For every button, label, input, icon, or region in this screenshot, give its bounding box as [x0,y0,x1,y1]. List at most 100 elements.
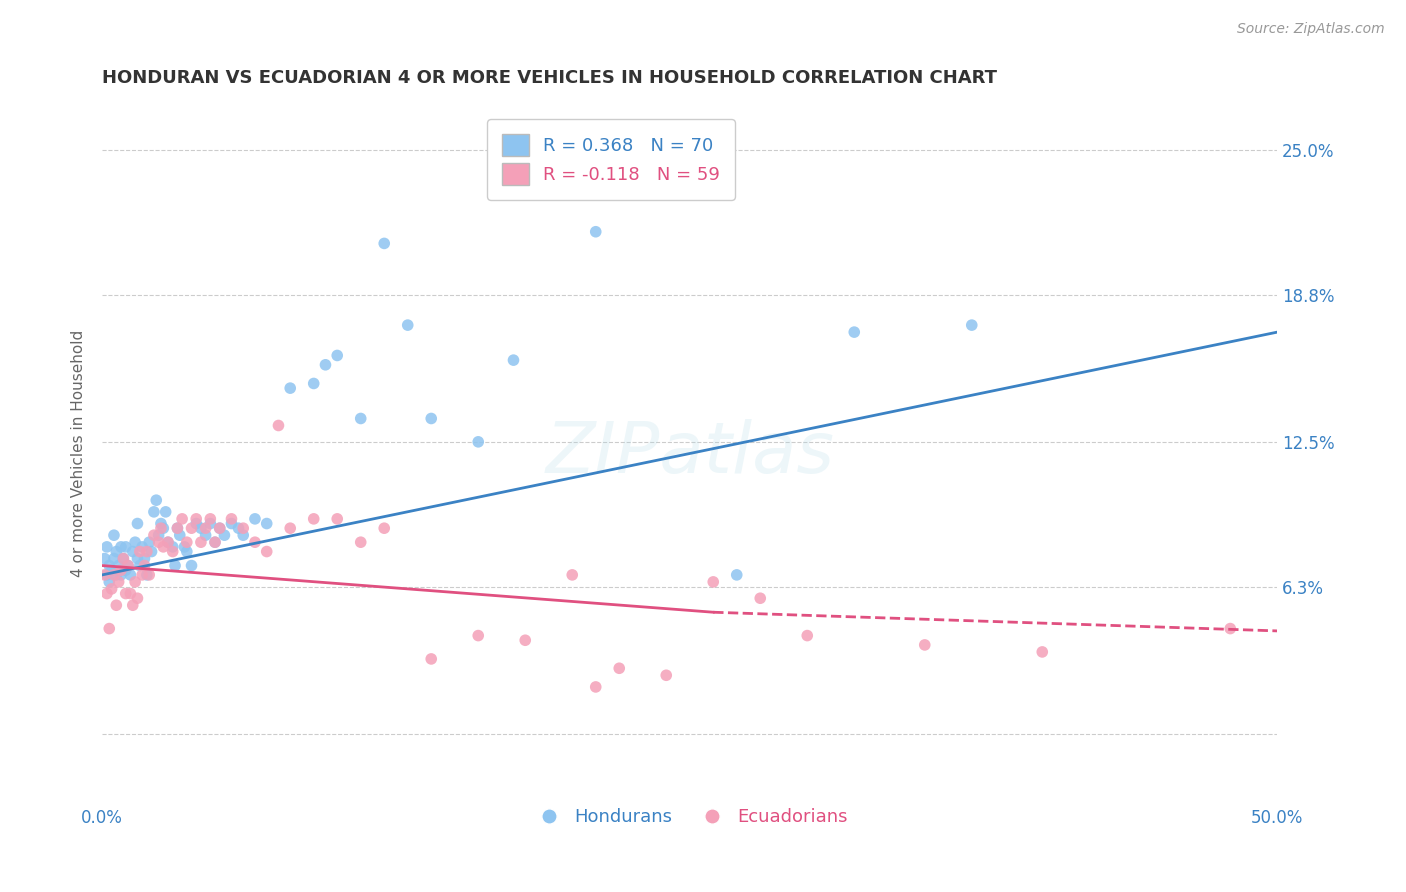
Point [200,512,222,526]
Point [98,558,121,573]
Point [107,574,129,589]
Point [502,353,524,368]
Point [844,325,866,339]
Point [112,551,135,566]
Point [914,638,936,652]
Point [152,540,174,554]
Point [156,535,179,549]
Point [232,521,254,535]
Point [204,535,226,549]
Point [124,535,146,549]
Point [278,381,301,395]
Y-axis label: 4 or more Vehicles in Household: 4 or more Vehicles in Household [72,330,86,577]
Point [134,551,156,566]
Point [190,521,212,535]
Point [186,516,208,531]
Point [420,411,443,425]
Point [186,512,208,526]
Point [93,567,115,582]
Point [166,521,188,535]
Point [117,558,139,573]
Point [162,540,184,554]
Point [114,540,136,554]
Point [655,668,678,682]
Point [103,528,125,542]
Point [100,563,122,577]
Point [152,521,174,535]
Point [142,528,165,542]
Point [228,521,250,535]
Point [162,544,184,558]
Point [96,567,118,582]
Point [121,544,143,558]
Point [180,521,202,535]
Point [96,540,118,554]
Point [172,512,194,526]
Point [131,540,153,554]
Point [100,582,122,596]
Point [725,567,748,582]
Point [243,512,266,526]
Point [138,535,160,549]
Point [148,535,170,549]
Point [467,434,489,449]
Point [127,551,149,566]
Point [194,528,217,542]
Point [121,599,143,613]
Point [176,535,198,549]
Point [110,567,132,582]
Point [141,544,163,558]
Point [373,236,395,251]
Point [135,567,157,582]
Point [103,567,125,582]
Point [190,535,212,549]
Point [166,521,188,535]
Point [702,574,724,589]
Point [200,516,222,531]
Point [256,544,278,558]
Point [120,567,142,582]
Point [208,521,231,535]
Point [585,225,607,239]
Legend: Hondurans, Ecuadorians: Hondurans, Ecuadorians [524,801,855,833]
Point [134,558,156,573]
Point [350,411,373,425]
Point [110,540,132,554]
Point [110,563,132,577]
Point [93,551,115,566]
Point [105,567,128,582]
Point [278,521,301,535]
Point [98,622,121,636]
Point [128,544,150,558]
Point [221,516,243,531]
Point [194,521,217,535]
Point [173,540,195,554]
Point [326,348,349,362]
Text: Source: ZipAtlas.com: Source: ZipAtlas.com [1237,22,1385,37]
Point [373,521,395,535]
Point [165,558,187,573]
Point [127,591,149,606]
Point [796,629,818,643]
Point [112,551,135,566]
Point [105,599,128,613]
Point [149,516,172,531]
Point [128,558,150,573]
Point [98,574,121,589]
Point [232,528,254,542]
Point [105,544,128,558]
Point [396,318,419,332]
Point [420,652,443,666]
Point [117,558,139,573]
Point [103,551,125,566]
Point [114,563,136,577]
Point [180,558,202,573]
Point [149,521,172,535]
Point [267,418,290,433]
Point [314,358,336,372]
Point [127,516,149,531]
Point [135,544,157,558]
Point [467,629,489,643]
Point [204,535,226,549]
Point [176,544,198,558]
